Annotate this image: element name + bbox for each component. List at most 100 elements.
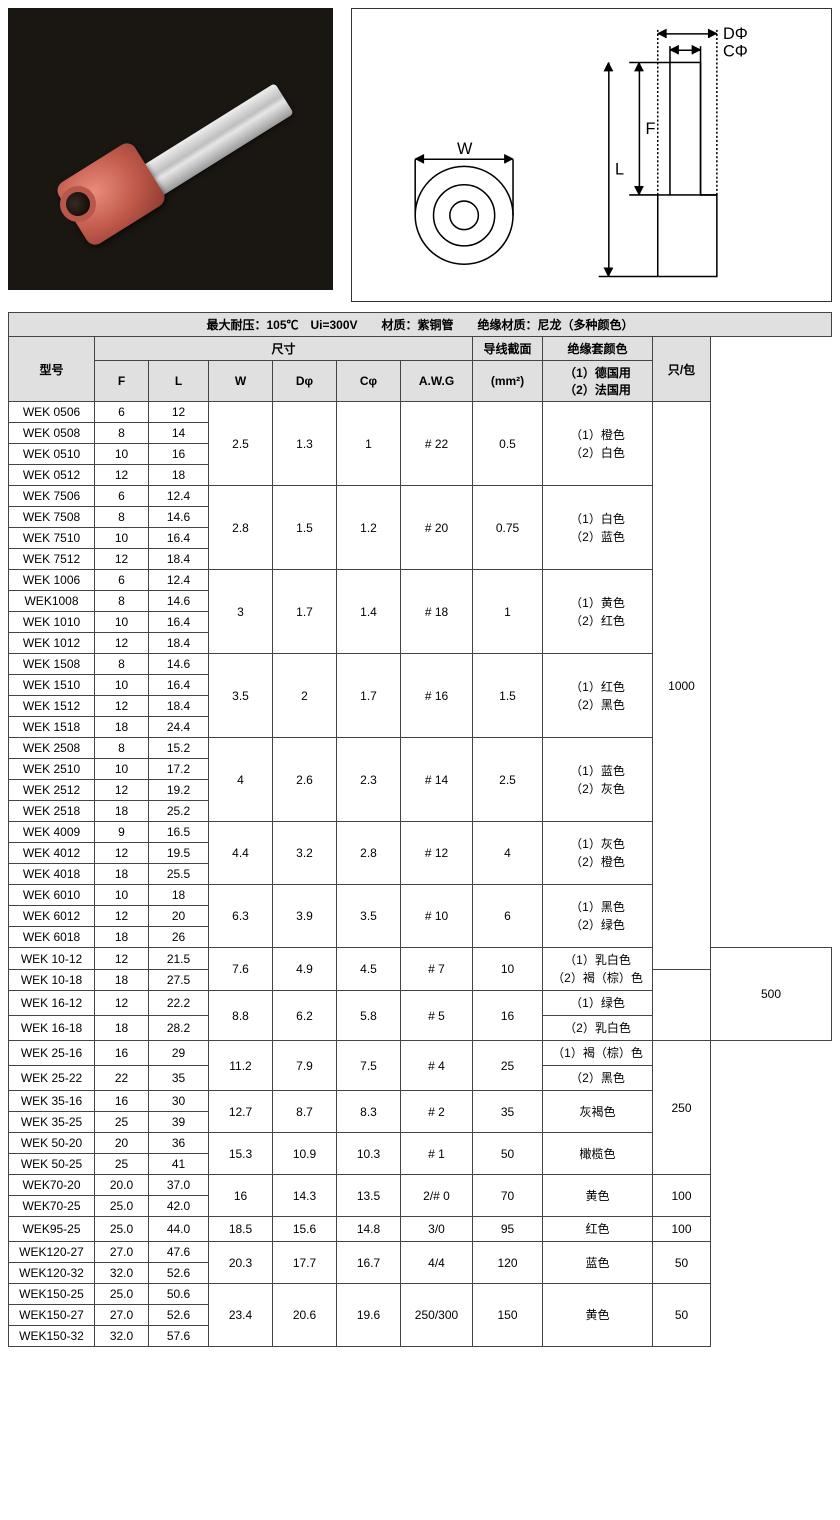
cell-L: 19.2 <box>149 780 209 801</box>
cell-L: 25.2 <box>149 801 209 822</box>
cell-Cphi: 4.5 <box>337 948 401 991</box>
cell-L: 16 <box>149 444 209 465</box>
cell-Dphi: 6.2 <box>273 991 337 1041</box>
cell-model: WEK 25-22 <box>9 1066 95 1091</box>
cell-L: 16.5 <box>149 822 209 843</box>
cell-AWG: # 4 <box>401 1041 473 1091</box>
cell-AWG: # 16 <box>401 654 473 738</box>
cell-model: WEK150-25 <box>9 1284 95 1305</box>
diagram-label-L: L <box>615 161 624 179</box>
cell-W: 3.5 <box>209 654 273 738</box>
cell-L: 18.4 <box>149 696 209 717</box>
cell-model: WEK120-27 <box>9 1242 95 1263</box>
cell-W: 2.5 <box>209 402 273 486</box>
cell-model: WEK70-25 <box>9 1196 95 1217</box>
cell-color: （1）橙色（2）白色 <box>543 402 653 486</box>
cell-W: 11.2 <box>209 1041 273 1091</box>
cell-L: 26 <box>149 927 209 948</box>
cell-color: （2）乳白色 <box>543 1016 653 1041</box>
cell-F: 12 <box>95 549 149 570</box>
product-photo <box>8 8 333 290</box>
cell-AWG: # 5 <box>401 991 473 1041</box>
cell-pack: 100 <box>653 1175 711 1217</box>
cell-Dphi: 7.9 <box>273 1041 337 1091</box>
cell-W: 16 <box>209 1175 273 1217</box>
cell-F: 8 <box>95 507 149 528</box>
cell-L: 16.4 <box>149 528 209 549</box>
cell-pack: 100 <box>653 1217 711 1242</box>
cell-F: 18 <box>95 969 149 991</box>
cell-color: （1）绿色 <box>543 991 653 1016</box>
cell-AWG: # 18 <box>401 570 473 654</box>
cell-L: 17.2 <box>149 759 209 780</box>
cell-F: 18 <box>95 801 149 822</box>
cell-crosssection: 1.5 <box>473 654 543 738</box>
cell-Cphi: 7.5 <box>337 1041 401 1091</box>
cell-F: 18 <box>95 864 149 885</box>
cell-Cphi: 1 <box>337 402 401 486</box>
cell-model: WEK150-32 <box>9 1326 95 1347</box>
cell-F: 12 <box>95 991 149 1016</box>
spec-table: 最大耐压：105℃ Ui=300V 材质：紫铜管 绝缘材质：尼龙（多种颜色） 型… <box>8 312 832 1347</box>
cell-Dphi: 2 <box>273 654 337 738</box>
cell-L: 21.5 <box>149 948 209 970</box>
cell-F: 6 <box>95 570 149 591</box>
cell-model: WEK 1512 <box>9 696 95 717</box>
cell-F: 10 <box>95 444 149 465</box>
cell-L: 19.5 <box>149 843 209 864</box>
cell-model: WEK 1510 <box>9 675 95 696</box>
cell-Dphi: 15.6 <box>273 1217 337 1242</box>
cell-F: 22 <box>95 1066 149 1091</box>
cell-L: 42.0 <box>149 1196 209 1217</box>
cell-L: 12.4 <box>149 486 209 507</box>
cell-model: WEK 0512 <box>9 465 95 486</box>
cell-crosssection: 0.75 <box>473 486 543 570</box>
cell-model: WEK150-27 <box>9 1305 95 1326</box>
cell-L: 24.4 <box>149 717 209 738</box>
cell-W: 15.3 <box>209 1133 273 1175</box>
cell-AWG: # 20 <box>401 486 473 570</box>
cell-W: 6.3 <box>209 885 273 948</box>
th-W: W <box>209 361 273 402</box>
cell-Cphi: 1.4 <box>337 570 401 654</box>
cell-F: 12 <box>95 696 149 717</box>
cell-crosssection: 95 <box>473 1217 543 1242</box>
cell-color: （1）黑色（2）绿色 <box>543 885 653 948</box>
cell-F: 16 <box>95 1091 149 1112</box>
cell-color: 黄色 <box>543 1284 653 1347</box>
cell-model: WEK 6012 <box>9 906 95 927</box>
cell-model: WEK95-25 <box>9 1217 95 1242</box>
cell-F: 18 <box>95 927 149 948</box>
cell-F: 20.0 <box>95 1175 149 1196</box>
th-AWG: A.W.G <box>401 361 473 402</box>
cell-model: WEK 0506 <box>9 402 95 423</box>
cell-Dphi: 4.9 <box>273 948 337 991</box>
cell-L: 16.4 <box>149 675 209 696</box>
cell-crosssection: 50 <box>473 1133 543 1175</box>
cell-Dphi: 17.7 <box>273 1242 337 1284</box>
cell-L: 25.5 <box>149 864 209 885</box>
cell-F: 25.0 <box>95 1217 149 1242</box>
cell-Dphi: 8.7 <box>273 1091 337 1133</box>
cell-L: 44.0 <box>149 1217 209 1242</box>
cell-F: 6 <box>95 402 149 423</box>
cell-L: 52.6 <box>149 1263 209 1284</box>
cell-F: 9 <box>95 822 149 843</box>
cell-color: （1）褐（棕）色 <box>543 1041 653 1066</box>
cell-L: 30 <box>149 1091 209 1112</box>
cell-F: 12 <box>95 633 149 654</box>
cell-F: 25.0 <box>95 1284 149 1305</box>
cell-L: 22.2 <box>149 991 209 1016</box>
cell-L: 41 <box>149 1154 209 1175</box>
cell-L: 18.4 <box>149 633 209 654</box>
cell-color: （1）蓝色（2）灰色 <box>543 738 653 822</box>
cell-Cphi: 13.5 <box>337 1175 401 1217</box>
cell-AWG: 2/# 0 <box>401 1175 473 1217</box>
cell-AWG: 250/300 <box>401 1284 473 1347</box>
cell-model: WEK 0510 <box>9 444 95 465</box>
cell-L: 18.4 <box>149 549 209 570</box>
cell-crosssection: 70 <box>473 1175 543 1217</box>
cell-F: 25 <box>95 1112 149 1133</box>
cell-model: WEK 1010 <box>9 612 95 633</box>
cell-L: 28.2 <box>149 1016 209 1041</box>
